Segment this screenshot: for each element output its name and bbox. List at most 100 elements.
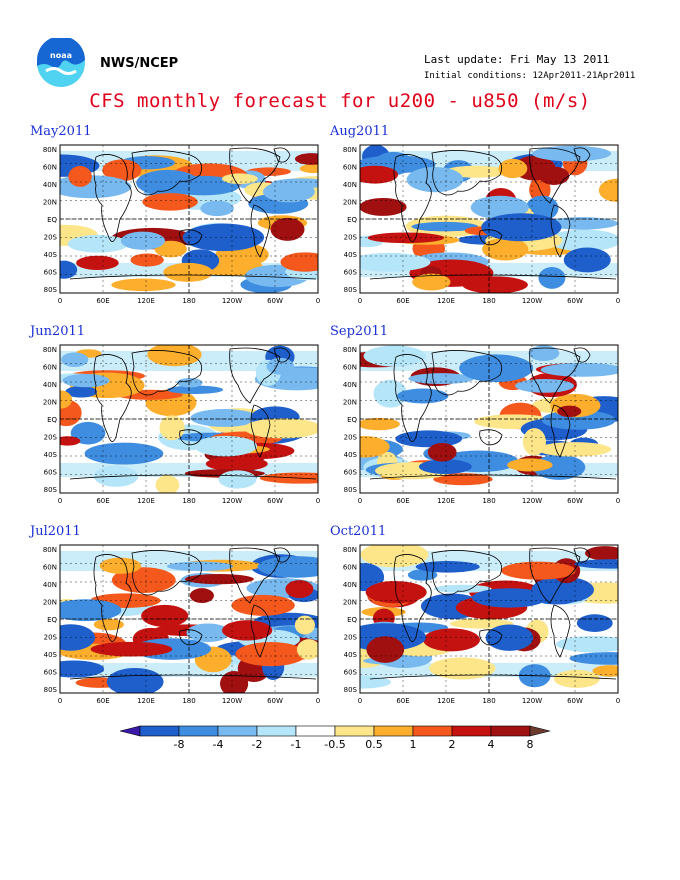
lat-tick-label: EQ xyxy=(47,416,57,424)
map-panel-2: Aug2011 80N 60N 40N 20N EQ 20S 40S 60S 80S 0 60E 12… xyxy=(330,124,630,309)
lon-tick-label: 60E xyxy=(96,497,109,505)
colorbar-label: 4 xyxy=(488,738,495,751)
lat-tick-label: 40S xyxy=(44,651,58,659)
map-panel-5: Jul2011 80N 60N 40N 20N EQ 20S 40S 60S 80S 0 60E 12… xyxy=(30,524,330,709)
lat-tick-label: 80S xyxy=(344,286,358,294)
lon-tick-label: 180 xyxy=(182,497,195,505)
agency-label: NWS/NCEP xyxy=(100,56,179,71)
colorbar-swatch xyxy=(412,725,453,737)
lat-tick-label: EQ xyxy=(347,216,357,224)
lat-tick-label: 80N xyxy=(343,146,357,154)
colorbar-swatch xyxy=(139,725,180,737)
lat-tick-label: 20S xyxy=(44,634,58,642)
last-update: Last update: Fri May 13 2011 xyxy=(424,53,610,66)
lon-tick-label: 0 xyxy=(616,497,620,505)
lat-tick-label: 60N xyxy=(343,364,357,372)
lat-tick-label: 20N xyxy=(43,399,57,407)
colorbar-swatch xyxy=(295,725,336,737)
map-panel-4: Sep2011 80N 60N 40N 20N EQ 20S 40S 60S 80S 0 60E 12… xyxy=(330,324,630,509)
panel-month-title: Oct2011 xyxy=(330,524,387,539)
lon-tick-label: 60E xyxy=(96,297,109,305)
lat-tick-label: 60N xyxy=(343,564,357,572)
colorbar-swatch xyxy=(373,725,414,737)
lon-tick-label: 120W xyxy=(522,497,542,505)
lon-tick-label: 0 xyxy=(316,297,320,305)
lon-tick-label: 60E xyxy=(396,297,409,305)
initial-conditions: Initial conditions: 12Apr2011-21Apr2011 xyxy=(424,71,636,81)
lat-tick-label: 80N xyxy=(43,346,57,354)
lon-tick-label: 180 xyxy=(182,697,195,705)
lat-tick-label: 20N xyxy=(343,399,357,407)
colorbar-label: -2 xyxy=(252,738,263,751)
colorbar-swatch xyxy=(529,725,551,737)
lat-tick-label: 80N xyxy=(43,546,57,554)
lon-tick-label: 0 xyxy=(358,697,362,705)
map-panel-1: May2011 80N 60N 40N 20N EQ 20S 40S 60S 80S 0 60E 12… xyxy=(30,124,330,309)
lon-tick-label: 120W xyxy=(222,697,242,705)
lat-tick-label: 60S xyxy=(44,669,58,677)
lat-tick-label: 80S xyxy=(344,486,358,494)
lon-tick-label: 120E xyxy=(437,697,455,705)
lat-tick-label: 80S xyxy=(44,486,58,494)
lat-tick-label: 80N xyxy=(343,346,357,354)
lat-tick-label: 80S xyxy=(344,686,358,694)
lat-tick-label: EQ xyxy=(347,616,357,624)
lat-tick-label: 40N xyxy=(43,381,57,389)
colorbar-label: 1 xyxy=(410,738,417,751)
lat-tick-label: 60N xyxy=(343,164,357,172)
colorbar-swatch xyxy=(256,725,297,737)
lat-tick-label: 60S xyxy=(344,269,358,277)
lat-tick-label: 40N xyxy=(343,581,357,589)
lat-tick-label: 40N xyxy=(343,181,357,189)
panel-month-title: Sep2011 xyxy=(330,324,389,339)
lat-tick-label: 60S xyxy=(344,669,358,677)
colorbar-label: -8 xyxy=(174,738,185,751)
lat-tick-label: 80S xyxy=(44,686,58,694)
lon-tick-label: 60W xyxy=(267,697,283,705)
lat-tick-label: 80S xyxy=(44,286,58,294)
lon-tick-label: 120W xyxy=(522,697,542,705)
colorbar-label: 0.5 xyxy=(365,738,383,751)
lat-tick-label: 20S xyxy=(344,634,358,642)
lon-tick-label: 60E xyxy=(96,697,109,705)
lon-tick-label: 120W xyxy=(522,297,542,305)
lat-tick-label: EQ xyxy=(347,416,357,424)
lat-tick-label: 20N xyxy=(43,599,57,607)
lat-tick-label: 40S xyxy=(44,451,58,459)
lon-tick-label: 60W xyxy=(267,297,283,305)
lat-tick-label: 20N xyxy=(343,599,357,607)
lon-tick-label: 0 xyxy=(316,497,320,505)
lon-tick-label: 60W xyxy=(567,497,583,505)
lon-tick-label: 120W xyxy=(222,497,242,505)
lon-tick-label: 0 xyxy=(58,697,62,705)
lon-tick-label: 0 xyxy=(58,297,62,305)
lat-tick-label: EQ xyxy=(47,216,57,224)
lat-tick-label: 20S xyxy=(44,434,58,442)
lon-tick-label: 180 xyxy=(482,697,495,705)
lat-tick-label: 40S xyxy=(344,451,358,459)
panel-month-title: Jul2011 xyxy=(30,524,81,539)
lat-tick-label: 40N xyxy=(43,581,57,589)
lat-tick-label: 60S xyxy=(44,469,58,477)
noaa-logo: noaa xyxy=(36,36,86,88)
colorbar-swatch xyxy=(451,725,492,737)
panel-month-title: Jun2011 xyxy=(30,324,86,339)
lon-tick-label: 0 xyxy=(358,297,362,305)
lat-tick-label: 40S xyxy=(344,251,358,259)
colorbar-swatch xyxy=(490,725,531,737)
lon-tick-label: 120E xyxy=(437,297,455,305)
map-panel-3: Jun2011 80N 60N 40N 20N EQ 20S 40S 60S 80S 0 60E 12… xyxy=(30,324,330,509)
lat-tick-label: 20S xyxy=(344,234,358,242)
lat-tick-label: 60N xyxy=(43,364,57,372)
lat-tick-label: 20N xyxy=(343,199,357,207)
page-title: CFS monthly forecast for u200 - u850 (m/… xyxy=(89,90,591,112)
lat-tick-label: 20S xyxy=(44,234,58,242)
lat-tick-label: 60S xyxy=(44,269,58,277)
panel-month-title: May2011 xyxy=(30,124,92,139)
lon-tick-label: 60W xyxy=(267,497,283,505)
lat-tick-label: 40S xyxy=(44,251,58,259)
